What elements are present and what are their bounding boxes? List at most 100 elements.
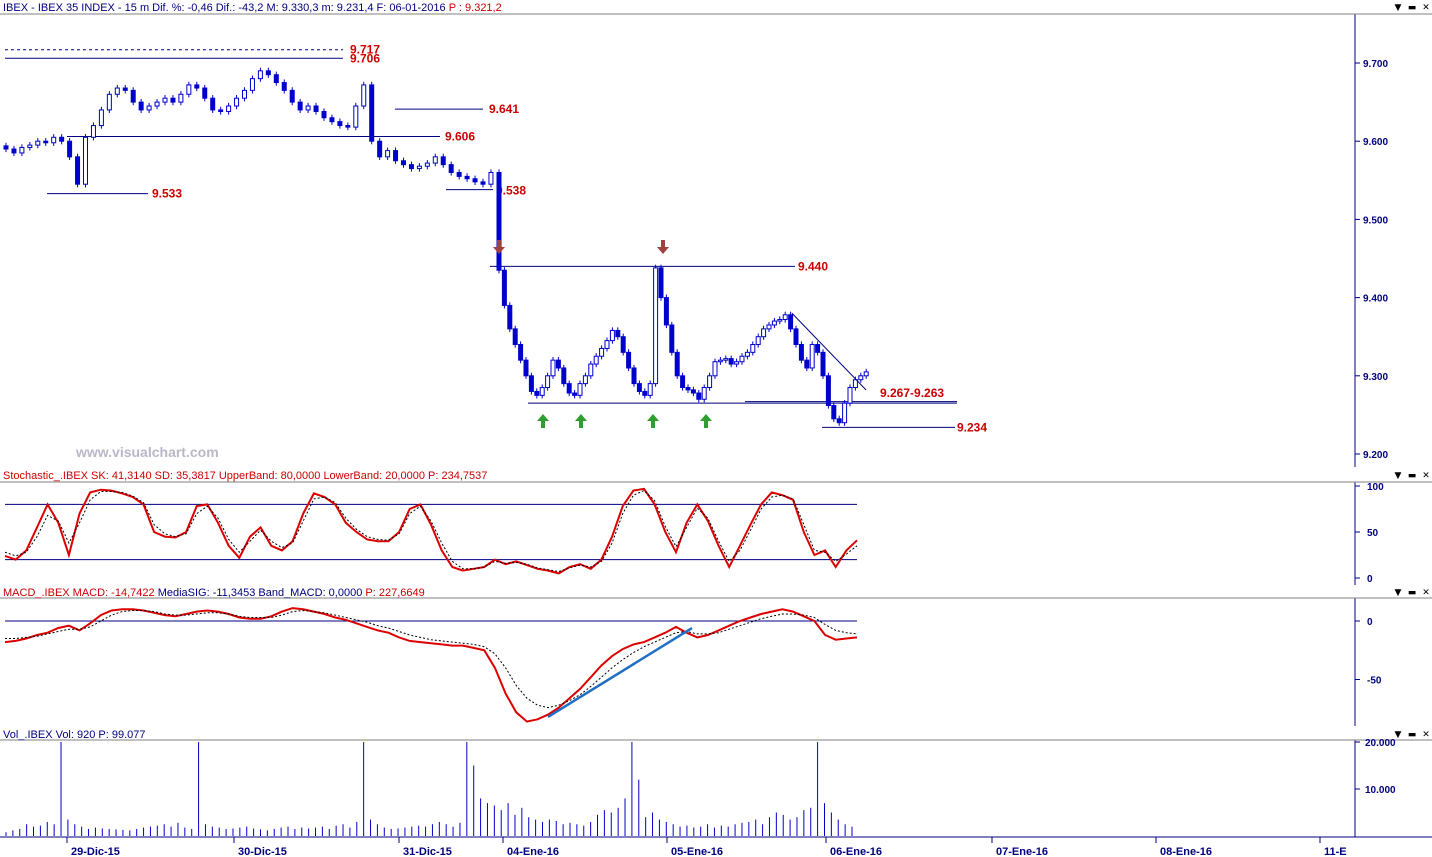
minimize-panel-button[interactable]: ▼ xyxy=(1394,3,1402,13)
level-label: 9.606 xyxy=(445,130,475,144)
candle-down xyxy=(130,89,136,103)
candle-down xyxy=(337,121,343,127)
stoch-sk-line xyxy=(4,487,858,575)
macd-trend-line xyxy=(547,626,693,719)
candle-up xyxy=(488,171,494,185)
candle-down xyxy=(696,392,702,400)
minimize-panel-button[interactable]: ▼ xyxy=(1394,471,1402,481)
candle-down xyxy=(43,140,49,144)
level-label: 9.717 xyxy=(350,43,380,57)
candle-up xyxy=(51,136,57,144)
candle-up xyxy=(539,387,545,396)
candle-down xyxy=(534,390,540,396)
level-label: 9.706 xyxy=(350,51,380,65)
candle-up xyxy=(242,89,247,99)
candle-down xyxy=(642,390,648,396)
candle-down xyxy=(669,324,675,353)
candle-up xyxy=(734,361,740,365)
candle-down xyxy=(202,87,208,99)
price-tick-label: 9.300 xyxy=(1363,372,1388,383)
candle-down xyxy=(456,171,462,177)
candle-up xyxy=(98,109,104,127)
candle-up xyxy=(809,344,815,369)
candle-up xyxy=(257,70,263,80)
up-arrow-icon xyxy=(575,414,587,428)
stochastic-panel: 100 50 0 xyxy=(4,482,1384,585)
date-tick-label: 04-Ene-16 xyxy=(507,846,559,857)
candle-down xyxy=(122,87,128,91)
close-panel-button[interactable]: ✕ xyxy=(1422,3,1430,13)
arrow-shaft xyxy=(541,421,545,428)
candle-up xyxy=(234,97,240,107)
candle-up xyxy=(761,328,767,338)
candle-up xyxy=(226,105,232,112)
candle-down xyxy=(631,367,637,385)
price-tick-label: 9.200 xyxy=(1363,450,1388,461)
minimize-panel-button[interactable]: ▼ xyxy=(1394,730,1402,740)
candle-up xyxy=(588,363,594,377)
stoch-tick-label: 0 xyxy=(1367,574,1373,585)
macd-signal-line xyxy=(5,609,858,709)
resistance-trend-line xyxy=(791,312,867,391)
candle-up xyxy=(707,375,713,389)
candle-up xyxy=(782,314,788,320)
candle-up xyxy=(723,358,729,361)
candle-down xyxy=(194,84,200,89)
minimize-panel-button[interactable]: ▼ xyxy=(1394,588,1402,598)
arrow-head xyxy=(493,247,505,254)
candle-up xyxy=(744,351,750,357)
panel-frames xyxy=(0,13,1432,838)
close-panel-button[interactable]: ✕ xyxy=(1422,588,1430,598)
candle-up xyxy=(550,359,556,377)
vol-tick-label: 20.000 xyxy=(1365,738,1396,749)
stoch-sd-line xyxy=(4,490,858,573)
candle-up xyxy=(353,105,359,128)
candle-up xyxy=(858,375,864,381)
vol-header: Vol_.IBEX Vol: 920 P: 99.077 xyxy=(3,729,146,741)
candle-up xyxy=(106,93,112,111)
arrow-head xyxy=(647,414,659,421)
candle-up xyxy=(19,146,25,154)
candle-down xyxy=(3,145,9,150)
candle-down xyxy=(798,344,804,361)
vol-header-text: Vol_.IBEX Vol: 920 xyxy=(3,729,96,741)
close-panel-button[interactable]: ✕ xyxy=(1422,730,1430,740)
level-label: 9.440 xyxy=(798,259,828,273)
candle-up xyxy=(712,361,718,377)
candle-up xyxy=(361,84,367,107)
candle-up xyxy=(249,78,255,91)
candle-down xyxy=(321,110,327,119)
price-tick-label: 9.700 xyxy=(1363,59,1388,70)
candle-up xyxy=(777,318,783,322)
price-tick-label: 9.600 xyxy=(1363,137,1388,148)
candle-up xyxy=(432,156,438,164)
maximize-panel-button[interactable]: ▬ xyxy=(1407,3,1417,13)
close-panel-button[interactable]: ✕ xyxy=(1422,471,1430,481)
candle-down xyxy=(685,387,691,391)
stoch-header-price: P: 234,7537 xyxy=(428,470,488,482)
macd-header-rest: MediaSIG: -11,3453 Band_MACD: 0,0000 xyxy=(157,587,363,599)
stoch-header-text: Stochastic_.IBEX SK: 41,3140 SD: 35,3817… xyxy=(3,470,425,482)
stoch-header: Stochastic_.IBEX SK: 41,3140 SD: 35,3817… xyxy=(3,470,487,482)
candle-up xyxy=(701,387,707,400)
candle-down xyxy=(448,164,454,173)
maximize-panel-button[interactable]: ▬ xyxy=(1407,588,1417,598)
candle-up xyxy=(162,97,168,103)
candle-down xyxy=(501,269,507,306)
candle-down xyxy=(572,392,578,396)
candle-down xyxy=(788,314,794,330)
macd-tick-label: 0 xyxy=(1367,617,1373,628)
candle-down xyxy=(507,304,513,330)
candle-up xyxy=(852,379,858,389)
candle-down xyxy=(265,70,271,76)
maximize-panel-button[interactable]: ▬ xyxy=(1407,730,1417,740)
arrow-shaft xyxy=(579,421,583,428)
price-tick-label: 9.500 xyxy=(1363,215,1388,226)
maximize-panel-button[interactable]: ▬ xyxy=(1407,471,1417,481)
level-label: 9.538 xyxy=(496,184,526,198)
candle-down xyxy=(480,181,486,185)
candle-down xyxy=(11,148,17,154)
candle-down xyxy=(680,375,686,389)
candle-up xyxy=(27,144,33,148)
candle-down xyxy=(345,125,351,128)
